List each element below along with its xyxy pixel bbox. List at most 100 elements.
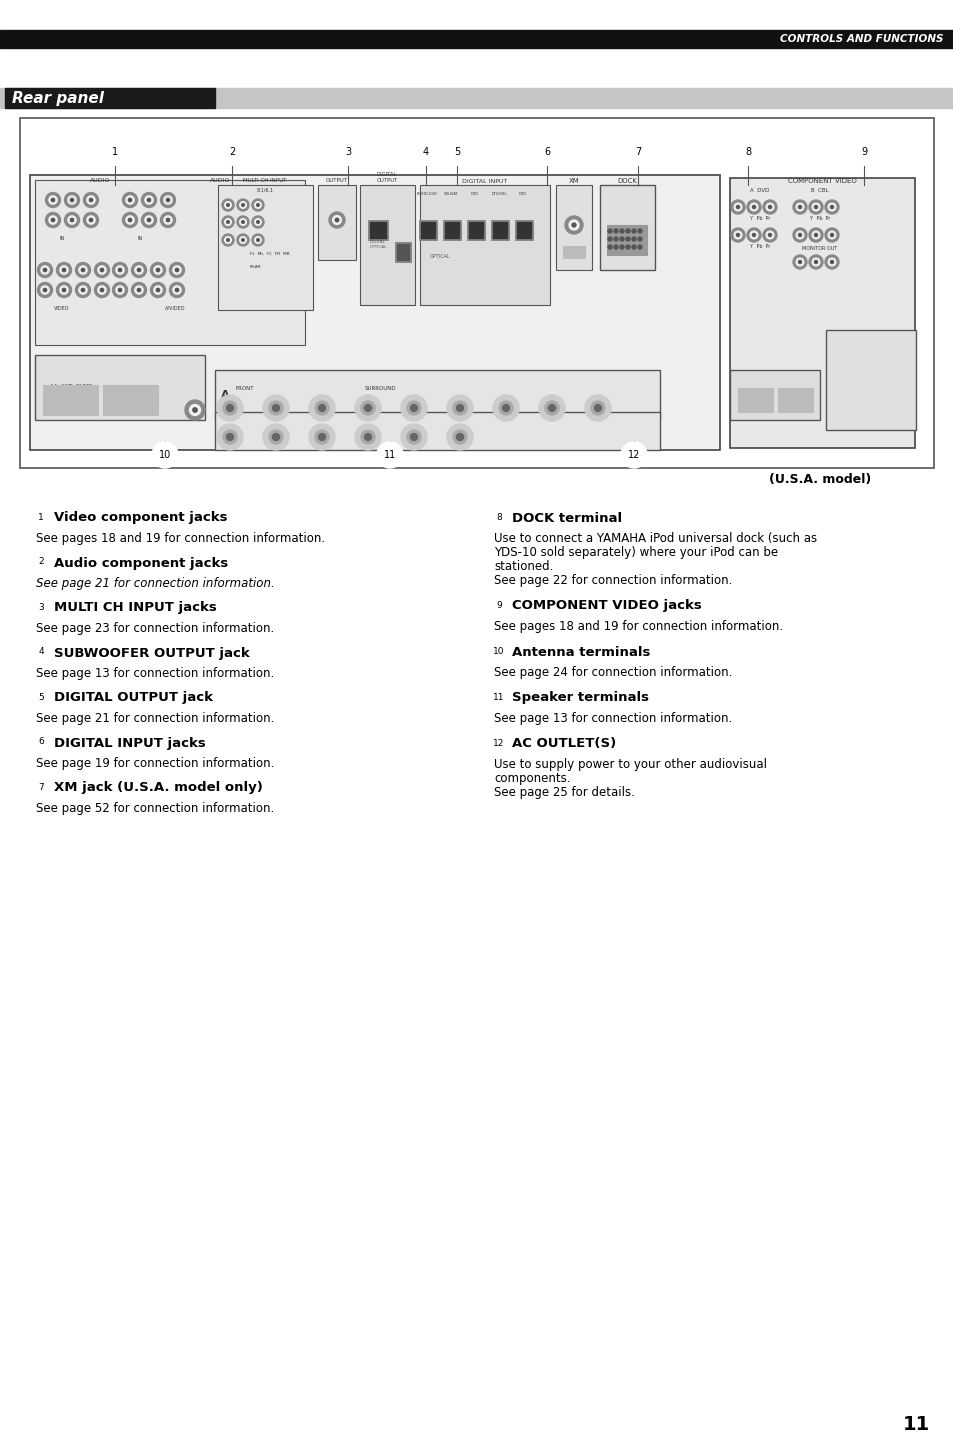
Circle shape (32, 509, 50, 525)
Circle shape (227, 204, 229, 206)
Circle shape (122, 213, 137, 227)
Circle shape (827, 203, 835, 211)
Circle shape (175, 289, 178, 292)
Circle shape (132, 282, 147, 298)
Circle shape (32, 643, 50, 660)
Circle shape (236, 234, 249, 246)
Circle shape (56, 282, 71, 298)
Circle shape (156, 289, 159, 292)
Circle shape (37, 282, 52, 298)
Text: 12: 12 (627, 450, 639, 460)
Circle shape (41, 266, 49, 275)
Text: See pages 18 and 19 for connection information.: See pages 18 and 19 for connection infor… (36, 532, 325, 545)
Text: Y   Pb  Pr: Y Pb Pr (748, 244, 770, 249)
Circle shape (222, 198, 233, 211)
Circle shape (160, 193, 175, 207)
Circle shape (252, 198, 264, 211)
Circle shape (239, 201, 246, 209)
Circle shape (410, 433, 417, 440)
Text: DIGITAL
OUTPUT: DIGITAL OUTPUT (375, 173, 397, 183)
Circle shape (814, 260, 817, 263)
Circle shape (811, 259, 819, 266)
Circle shape (115, 286, 124, 295)
Circle shape (126, 216, 134, 224)
Circle shape (32, 733, 50, 751)
Circle shape (147, 198, 151, 201)
Circle shape (607, 237, 612, 242)
Circle shape (129, 198, 132, 201)
Text: 11: 11 (902, 1415, 929, 1435)
Circle shape (263, 395, 289, 421)
Circle shape (798, 233, 801, 236)
Circle shape (225, 219, 231, 226)
Text: FRONT: FRONT (235, 385, 254, 391)
Text: 5: 5 (454, 147, 459, 157)
Circle shape (51, 219, 54, 221)
Text: Antenna terminals: Antenna terminals (512, 646, 650, 659)
Circle shape (43, 289, 47, 292)
Circle shape (407, 401, 420, 416)
Circle shape (222, 234, 233, 246)
Circle shape (736, 233, 739, 236)
Circle shape (376, 441, 402, 467)
Text: AUDIO: AUDIO (210, 178, 230, 183)
Circle shape (126, 196, 134, 204)
Circle shape (147, 219, 151, 221)
Circle shape (137, 289, 140, 292)
Circle shape (190, 404, 200, 416)
Text: AC OUTLET(S): AC OUTLET(S) (512, 738, 616, 751)
Circle shape (572, 223, 576, 227)
Bar (515, 220, 533, 240)
Circle shape (631, 229, 636, 233)
Circle shape (752, 233, 755, 236)
Bar (214, 413, 659, 450)
Circle shape (153, 266, 162, 275)
Circle shape (137, 269, 140, 272)
Circle shape (625, 244, 629, 249)
Circle shape (413, 139, 438, 165)
Text: 2: 2 (38, 558, 44, 567)
Bar (491, 220, 509, 240)
Text: DIGITAL INPUT jacks: DIGITAL INPUT jacks (54, 736, 206, 749)
Circle shape (564, 216, 582, 234)
Circle shape (269, 401, 283, 416)
Circle shape (850, 139, 876, 165)
Circle shape (765, 203, 773, 211)
Circle shape (216, 395, 243, 421)
Circle shape (538, 395, 564, 421)
Text: CONTROLS AND FUNCTIONS: CONTROLS AND FUNCTIONS (780, 35, 943, 45)
Circle shape (252, 216, 264, 229)
Circle shape (619, 244, 623, 249)
Circle shape (453, 401, 467, 416)
Circle shape (824, 200, 838, 214)
Text: SUBWOOFER OUTPUT jack: SUBWOOFER OUTPUT jack (54, 647, 250, 660)
Bar (0, 30, 953, 47)
Bar (444, 221, 458, 239)
Circle shape (151, 263, 165, 278)
Circle shape (734, 139, 760, 165)
Text: DIGITAL OUTPUT jack: DIGITAL OUTPUT jack (54, 692, 213, 705)
Circle shape (638, 237, 641, 242)
Circle shape (749, 232, 757, 239)
Circle shape (256, 204, 259, 206)
Text: 1: 1 (112, 147, 118, 157)
Circle shape (768, 233, 771, 236)
Text: components.: components. (494, 772, 570, 785)
Circle shape (227, 239, 229, 242)
Text: SURROUND: SURROUND (364, 385, 395, 391)
Text: REAR: REAR (250, 265, 261, 269)
Text: DVD: DVD (518, 193, 526, 196)
Text: DIGITAL
OPTICAL: DIGITAL OPTICAL (369, 240, 386, 249)
Text: Use to supply power to your other audiovisual: Use to supply power to your other audiov… (494, 758, 766, 771)
Circle shape (631, 237, 636, 242)
Circle shape (490, 689, 507, 706)
Circle shape (164, 196, 172, 204)
Bar (606, 224, 646, 255)
Circle shape (624, 139, 650, 165)
Circle shape (79, 266, 87, 275)
Bar (20, 118, 933, 467)
Circle shape (762, 200, 776, 214)
Bar (517, 221, 531, 239)
Bar (103, 385, 158, 416)
Circle shape (254, 237, 261, 243)
